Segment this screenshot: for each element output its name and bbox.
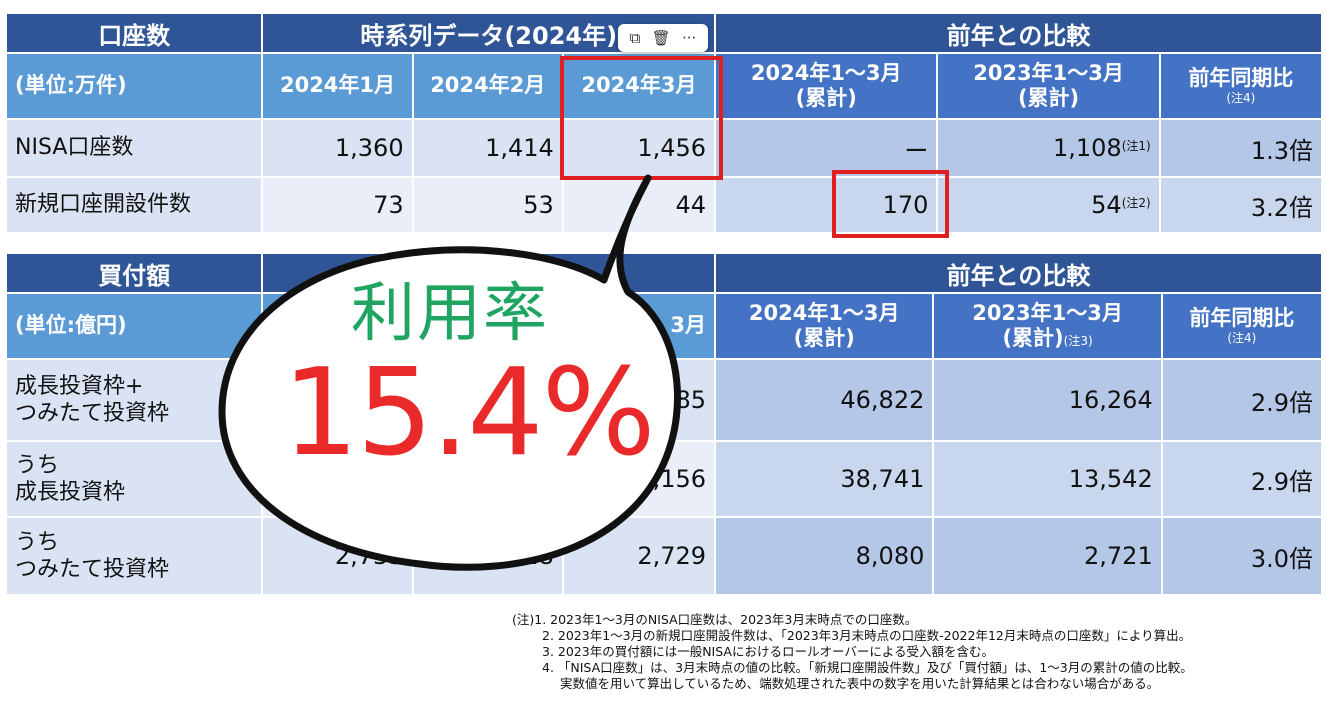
cell-value: 13,542 [934, 442, 1161, 516]
cell-note: (注1) [1121, 139, 1151, 153]
cell-number: 54 [1091, 191, 1122, 219]
floating-toolbar: ⧉ 🗑 ··· [618, 24, 708, 52]
month-header-jan: 2024年1月 [263, 54, 412, 118]
copy-icon[interactable]: ⧉ [629, 29, 641, 47]
footnote-line: (注)1. 2023年1～3月のNISA口座数は、2023年3月末時点での口座数… [512, 612, 918, 627]
cum-2023-cumulative-2: (累計) [1002, 326, 1064, 350]
cell-value: 1,360 [263, 120, 412, 176]
row-label: 新規口座開設件数 [7, 178, 262, 232]
cell-value: 1,414 [413, 120, 562, 176]
row-label: うち 成長投資枠 [7, 442, 262, 516]
cell-value: 2.9倍 [1162, 442, 1321, 516]
row-label-line: 成長投資枠 [15, 480, 126, 505]
yoy-note-2: (注4) [1227, 331, 1257, 346]
cum-2023-period: 2023年1～3月 [973, 60, 1124, 85]
cell-value: 2,721 [934, 518, 1161, 594]
trash-icon[interactable]: 🗑 [651, 29, 671, 47]
cell-value: 46,822 [716, 360, 933, 440]
yoy-label: 前年同期比 [1188, 66, 1294, 91]
yoy-label-2: 前年同期比 [1189, 306, 1295, 331]
bubble-value: 15.4% [282, 344, 655, 483]
row-label: NISA口座数 [7, 120, 262, 176]
table-row: 新規口座開設件数 73 53 44 170 54(注2) 3.2倍 [7, 178, 1321, 232]
cell-value: 2.9倍 [1162, 360, 1321, 440]
cell-value: 3.0倍 [1162, 518, 1321, 594]
cum-2023-cumulative: (累計) [1017, 86, 1080, 110]
row-label: うち つみたて投資枠 [7, 518, 262, 594]
yoy-header-2: 前年同期比 (注4) [1162, 294, 1321, 358]
cell-value: 2,618 [413, 518, 562, 594]
month-header-mar: 2024年3月 [563, 54, 715, 118]
footnote-line: 2. 2023年1～3月の新規口座開設件数は、「2023年3月末時点の口座数-2… [542, 628, 1192, 643]
cell-value: 1,108(注1) [938, 120, 1159, 176]
row-label-line: 成長投資枠+ [15, 373, 144, 399]
cum-2024-header: 2024年1～3月 (累計) [716, 54, 937, 118]
cell-number: 1,108 [1052, 134, 1122, 162]
cell-value: 2,729 [563, 518, 715, 594]
more-icon[interactable]: ··· [682, 29, 697, 47]
cum-2023-header-2: 2023年1～3月 (累計)(注3) [934, 294, 1161, 358]
month-header-feb: 2024年2月 [413, 54, 562, 118]
bubble-title: 利用率 [351, 277, 549, 351]
unit-label: (単位:万件) [7, 54, 262, 118]
cum-2024-period: 2024年1～3月 [750, 60, 902, 85]
highlight-march-box [560, 56, 723, 180]
highlight-cumulative-box [832, 170, 949, 238]
row-label-line: つみたて投資枠 [15, 401, 170, 426]
table-row: うち つみたて投資枠 2,733 2,618 2,729 8,080 2,721… [7, 518, 1321, 594]
yoy-note: (注4) [1226, 91, 1256, 106]
cum-2024-header-2: 2024年1～3月 (累計) [716, 294, 933, 358]
cum-2024-cumulative: (累計) [795, 86, 857, 110]
cell-value: 8,080 [716, 518, 933, 594]
footnote-line: 3. 2023年の買付額には一般NISAにおけるロールオーバーによる受入額を含む… [542, 644, 994, 659]
cell-value: 53 [413, 178, 562, 232]
cell-value: 73 [263, 178, 412, 232]
row-label-line: うち [15, 452, 60, 478]
footnote-line: 実数値を用いて算出しているため、端数処理された表中の数字を用いた計算結果とは合わ… [560, 676, 1160, 691]
row-label: 成長投資枠+ つみたて投資枠 [7, 360, 262, 440]
cell-note: (注2) [1121, 196, 1151, 210]
cell-value: 3.2倍 [1160, 178, 1321, 232]
header-accounts: 口座数 [7, 14, 262, 52]
cum-2024-cumulative-2: (累計) [793, 326, 855, 350]
footnote-line: 4. 「NISA口座数」は、3月末時点の値の比較。「新規口座開設件数」及び「買付… [542, 660, 1193, 675]
row-label-line: うち [15, 529, 60, 555]
cell-value: 16,264 [934, 360, 1161, 440]
cell-value: ー [716, 120, 937, 176]
header-comparison-2: 前年との比較 [716, 254, 1321, 292]
header-comparison: 前年との比較 [716, 14, 1321, 52]
header-purchase: 買付額 [7, 254, 262, 292]
cum-2023-note: (注3) [1063, 334, 1093, 348]
cell-value: 44 [563, 178, 715, 232]
footnotes: (注)1. 2023年1～3月のNISA口座数は、2023年3月末時点での口座数… [512, 612, 1312, 692]
cell-value: 2,733 [263, 518, 412, 594]
cell-value: 38,741 [716, 442, 933, 516]
cell-value: 54(注2) [938, 178, 1159, 232]
yoy-header: 前年同期比 (注4) [1160, 54, 1321, 118]
cell-value: 1,456 [563, 120, 715, 176]
cell-value: 170 [716, 178, 937, 232]
row-label-line: つみたて投資枠 [15, 557, 170, 582]
cum-2023-header: 2023年1～3月 (累計) [938, 54, 1159, 118]
cell-value: 1.3倍 [1160, 120, 1321, 176]
table-row: NISA口座数 1,360 1,414 1,456 ー 1,108(注1) 1.… [7, 120, 1321, 176]
cum-2023-period-2: 2023年1～3月 [972, 300, 1123, 325]
unit-label-2: (単位:億円) [7, 294, 262, 358]
cum-2024-period-2: 2024年1～3月 [748, 300, 900, 325]
